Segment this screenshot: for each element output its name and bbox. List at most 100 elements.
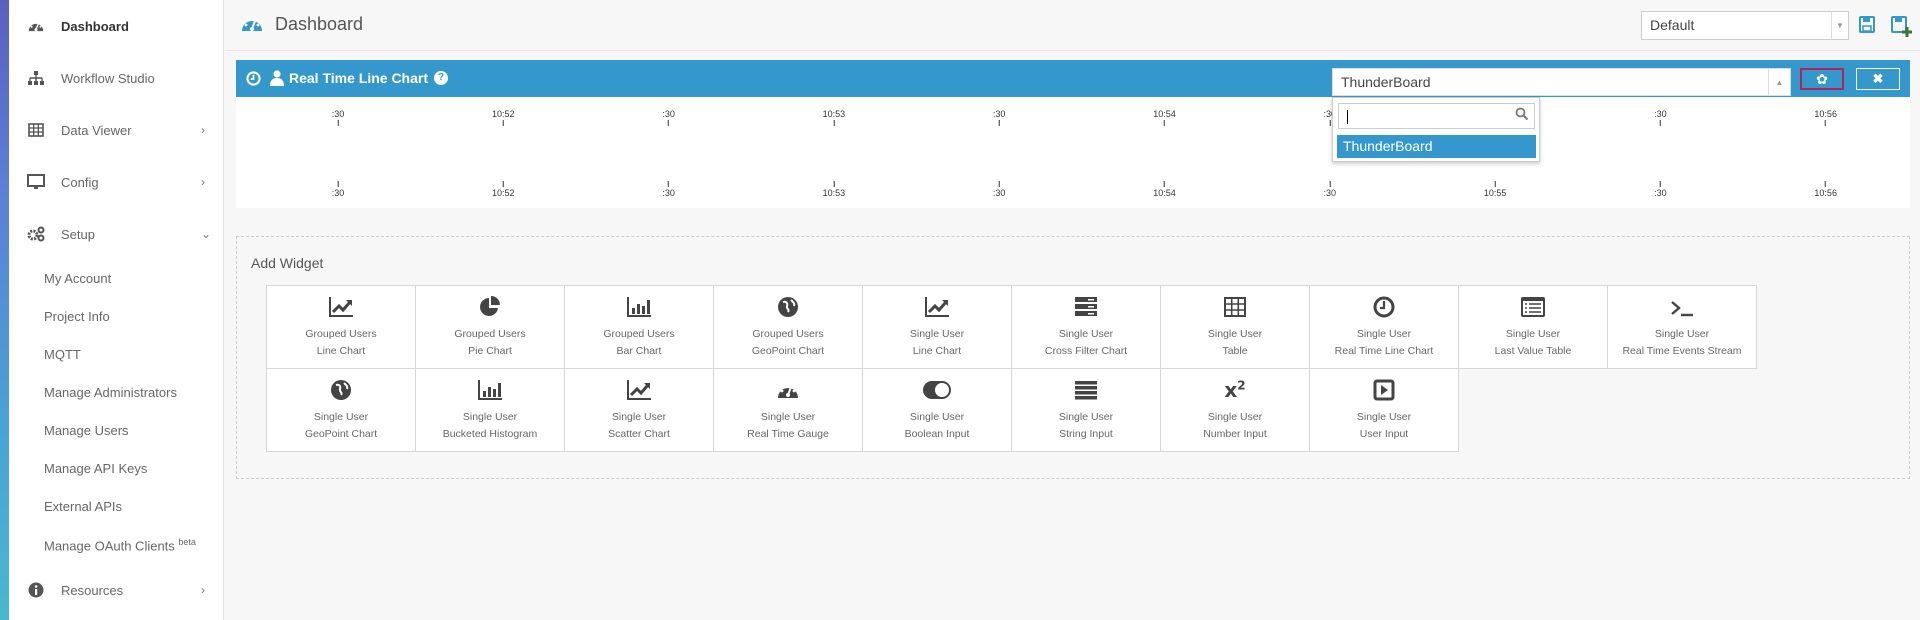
x-axis-tick-bottom: :30 bbox=[1324, 180, 1336, 198]
close-icon: ✖ bbox=[1872, 71, 1884, 86]
dashboard-icon bbox=[714, 377, 862, 403]
dashboard-select[interactable]: Default ▼ bbox=[1641, 11, 1849, 40]
add-widget-single-user-cross-filter-chart[interactable]: Single User Cross Filter Chart bbox=[1011, 285, 1161, 369]
server-icon bbox=[1012, 294, 1160, 320]
widget-category: Single User bbox=[313, 411, 369, 423]
tick-mark bbox=[668, 120, 670, 126]
x-axis-tick-bottom: 10:54 bbox=[1153, 180, 1176, 198]
add-widget-single-user-geopoint-chart[interactable]: Single User GeoPoint Chart bbox=[266, 368, 416, 452]
widget-category: Single User bbox=[760, 411, 816, 423]
help-icon[interactable]: ? bbox=[434, 71, 448, 85]
sidebar-item-resources[interactable]: Resources › bbox=[9, 575, 224, 605]
sidebar-item-label: Dashboard bbox=[61, 18, 129, 34]
save-icon[interactable] bbox=[1859, 16, 1875, 38]
settings-button[interactable]: ✿ bbox=[1800, 68, 1844, 90]
pie-chart-icon bbox=[416, 294, 564, 320]
sidebar-subitem-mqtt[interactable]: MQTT bbox=[44, 347, 81, 362]
add-widget-grouped-users-bar-chart[interactable]: Grouped Users Bar Chart bbox=[564, 285, 714, 369]
add-widget-single-user-last-value-table[interactable]: Single User Last Value Table bbox=[1458, 285, 1608, 369]
tick-mark bbox=[502, 120, 504, 126]
x-axis-tick-top: :30 bbox=[1654, 109, 1667, 127]
sidebar-subitem-label: Manage API Keys bbox=[44, 461, 148, 476]
add-widget-single-user-boolean-input[interactable]: Single User Boolean Input bbox=[862, 368, 1012, 452]
sidebar-subitem-manage-oauth-clients[interactable]: Manage OAuth Clients beta bbox=[44, 537, 196, 553]
sidebar-subitem-my-account[interactable]: My Account bbox=[44, 271, 111, 286]
bars-icon bbox=[1012, 377, 1160, 403]
sidebar-item-data-viewer[interactable]: Data Viewer › bbox=[9, 115, 224, 145]
close-widget-button[interactable]: ✖ bbox=[1856, 68, 1900, 90]
add-widget-single-user-number-input[interactable]: x2 Single User Number Input bbox=[1160, 368, 1310, 452]
sidebar-item-setup[interactable]: Setup ⌄ bbox=[9, 219, 224, 249]
add-widget-single-user-user-input[interactable]: Single User User Input bbox=[1309, 368, 1459, 452]
x-axis-tick-top: :30 bbox=[332, 109, 344, 127]
widget-type: Real Time Events Stream bbox=[1622, 345, 1742, 357]
sidebar-item-label: Workflow Studio bbox=[61, 70, 155, 86]
clock-icon bbox=[1310, 294, 1458, 320]
device-dropdown: ThunderBoard bbox=[1332, 97, 1540, 162]
widget-title: Real Time Line Chart bbox=[289, 70, 429, 86]
x-axis-tick-top: :30 bbox=[662, 109, 675, 127]
tick-label: 10:54 bbox=[1153, 188, 1176, 198]
tick-label: :30 bbox=[992, 188, 1006, 198]
add-widget-single-user-string-input[interactable]: Single User String Input bbox=[1011, 368, 1161, 452]
dropdown-option-thunderboard[interactable]: ThunderBoard bbox=[1337, 135, 1536, 158]
sidebar-subitem-label: My Account bbox=[44, 271, 112, 286]
add-widget-single-user-scatter-chart[interactable]: Single User Scatter Chart bbox=[564, 368, 714, 452]
dashboard-icon bbox=[27, 17, 45, 35]
add-widget-single-user-line-chart[interactable]: Single User Line Chart bbox=[862, 285, 1012, 369]
tick-mark bbox=[1329, 120, 1331, 126]
sidebar-subitem-project-info[interactable]: Project Info bbox=[44, 309, 110, 324]
tick-label: 10:52 bbox=[492, 109, 515, 119]
toggle-on-icon bbox=[863, 377, 1011, 403]
sidebar-subitem-label: Project Info bbox=[44, 309, 110, 324]
widget-type: Real Time Gauge bbox=[747, 428, 829, 440]
terminal-icon bbox=[1608, 294, 1756, 320]
chevron-icon: › bbox=[201, 583, 205, 597]
tick-label: 10:55 bbox=[1483, 188, 1507, 198]
sidebar-item-dashboard[interactable]: Dashboard bbox=[9, 11, 224, 41]
dropdown-search-input[interactable] bbox=[1338, 103, 1535, 129]
sidebar-subitem-label: External APIs bbox=[44, 499, 123, 514]
superscript-icon: x2 bbox=[1224, 378, 1246, 402]
search-icon bbox=[1515, 107, 1529, 126]
widget-type: Number Input bbox=[1203, 428, 1267, 440]
add-widget-grouped-users-line-chart[interactable]: Grouped Users Line Chart bbox=[266, 285, 416, 369]
tick-label: 10:54 bbox=[1153, 109, 1176, 119]
add-widget-single-user-real-time-line-chart[interactable]: Single User Real Time Line Chart bbox=[1309, 285, 1459, 369]
sidebar-subitem-manage-users[interactable]: Manage Users bbox=[44, 423, 129, 438]
widget-type-grid: Grouped Users Line Chart Grouped Users Pie … bbox=[266, 285, 1757, 452]
add-widget-single-user-table[interactable]: Single User Table bbox=[1160, 285, 1310, 369]
sidebar-subitem-manage-api-keys[interactable]: Manage API Keys bbox=[44, 461, 147, 476]
sidebar-item-workflow-studio[interactable]: Workflow Studio bbox=[9, 63, 224, 93]
line-chart-icon bbox=[565, 377, 713, 403]
desktop-icon bbox=[27, 173, 45, 191]
add-widget-grouped-users-geopoint-chart[interactable]: Grouped Users GeoPoint Chart bbox=[713, 285, 863, 369]
sidebar-item-label: Data Viewer bbox=[61, 122, 132, 138]
table-icon bbox=[1161, 294, 1309, 320]
line-chart-icon bbox=[863, 294, 1011, 320]
add-widget-single-user-real-time-events-stream[interactable]: Single User Real Time Events Stream bbox=[1607, 285, 1757, 369]
add-widget-single-user-real-time-gauge[interactable]: Single User Real Time Gauge bbox=[713, 368, 863, 452]
sidebar-item-config[interactable]: Config › bbox=[9, 167, 224, 197]
list-alt-icon bbox=[1459, 294, 1607, 320]
save-as-new-icon[interactable] bbox=[1891, 16, 1913, 43]
add-widget-grouped-users-pie-chart[interactable]: Grouped Users Pie Chart bbox=[415, 285, 565, 369]
x-axis-tick-bottom: :30 bbox=[1654, 180, 1667, 198]
tick-label: 10:53 bbox=[822, 109, 846, 119]
sidebar-subitem-manage-administrators[interactable]: Manage Administrators bbox=[44, 385, 177, 400]
tick-label: :30 bbox=[1654, 188, 1667, 198]
add-widget-label: Add Widget bbox=[251, 255, 324, 271]
page-title: Dashboard bbox=[275, 14, 364, 34]
widget-type: User Input bbox=[1359, 428, 1409, 440]
tick-label: 10:56 bbox=[1814, 188, 1837, 198]
tick-mark bbox=[502, 181, 504, 187]
tick-mark bbox=[998, 181, 1000, 187]
cogs-icon bbox=[27, 225, 45, 243]
sidebar-subitem-external-apis[interactable]: External APIs bbox=[44, 499, 122, 514]
bar-chart-icon bbox=[565, 294, 713, 320]
line-chart-icon bbox=[267, 294, 415, 320]
tick-mark bbox=[337, 181, 339, 187]
device-select[interactable]: ThunderBoard ▲ bbox=[1332, 68, 1791, 96]
add-widget-single-user-bucketed-histogram[interactable]: Single User Bucketed Histogram bbox=[415, 368, 565, 452]
widget-type: Line Chart bbox=[316, 345, 366, 357]
